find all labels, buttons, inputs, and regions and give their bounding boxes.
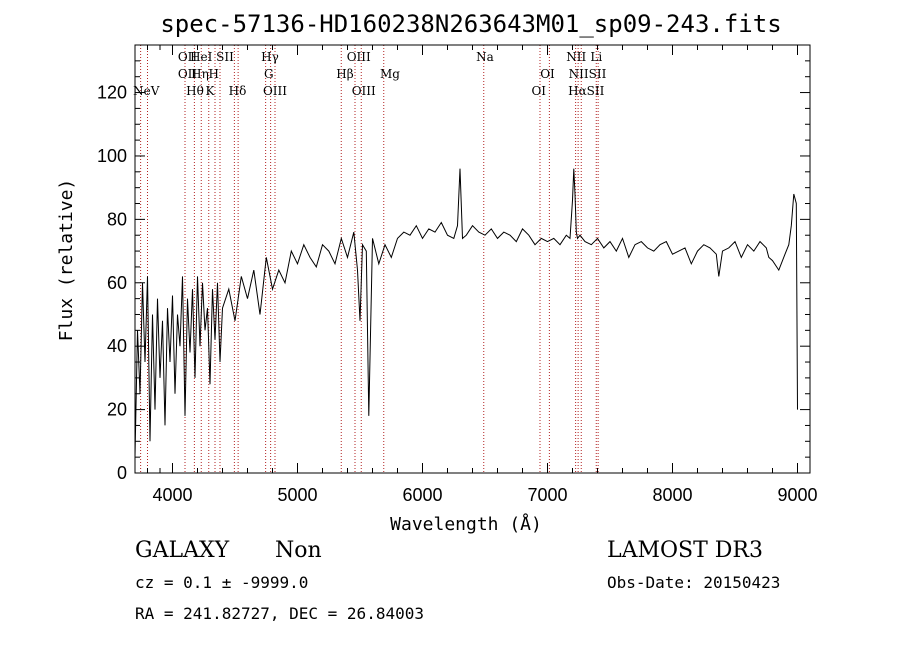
y-tick-label-0: 0	[117, 463, 127, 483]
obs-date: Obs-Date: 20150423	[607, 573, 781, 592]
x-tick-label-1: 5000	[277, 485, 317, 505]
y-tick-label-4: 80	[107, 209, 127, 229]
y-tick-label-5: 100	[97, 146, 127, 166]
chart-title: spec-57136-HD160238N263643M01_sp09-243.f…	[160, 10, 781, 38]
marker-label-12: OIII	[263, 84, 287, 98]
marker-label-2: OII	[178, 67, 198, 81]
marker-label-20: NII	[566, 50, 586, 64]
y-axis-label: Flux (relative)	[56, 179, 77, 342]
marker-label-15: OIII	[352, 84, 376, 98]
marker-label-13: OIII	[347, 50, 371, 64]
x-tick-label-3: 7000	[527, 485, 567, 505]
marker-label-0: NeV	[133, 84, 160, 98]
marker-label-4: Hη	[191, 67, 209, 81]
marker-label-3: HeI	[190, 50, 213, 64]
spectrum-line	[134, 168, 798, 458]
marker-label-11: G	[264, 67, 274, 81]
y-tick-label-2: 40	[107, 336, 127, 356]
redshift-cz: cz = 0.1 ± -9999.0	[135, 573, 309, 592]
coordinates: RA = 241.82727, DEC = 26.84003	[135, 604, 424, 623]
marker-label-18: OI	[540, 67, 555, 81]
x-axis-label: Wavelength (Å)	[390, 513, 542, 535]
y-tick-label-6: 120	[97, 83, 127, 103]
marker-labels: NeVOIIOIIHeIHηHθHKSIIHδHγGOIIIOIIIHβOIII…	[133, 50, 606, 98]
x-tick-label-4: 8000	[652, 485, 692, 505]
marker-label-19: OI	[531, 84, 546, 98]
marker-label-7: K	[206, 84, 216, 98]
marker-label-5: Hθ	[186, 84, 204, 98]
line-markers	[140, 45, 599, 473]
marker-label-22: NIISII	[569, 67, 607, 81]
marker-label-1: OII	[178, 50, 198, 64]
x-tick-label-0: 4000	[152, 485, 192, 505]
object-subclass: Non	[275, 538, 322, 563]
marker-label-23: HαSII	[568, 84, 605, 98]
marker-label-9: Hδ	[229, 84, 247, 98]
plot-frame	[134, 44, 811, 474]
marker-label-17: Na	[476, 50, 494, 64]
marker-label-10: Hγ	[261, 50, 279, 64]
object-type: GALAXY	[135, 538, 230, 563]
axis-ticks: 4000 5000 6000 7000 8000 9000 0 20 40 60 80 100 120	[97, 45, 818, 505]
y-tick-label-3: 60	[107, 273, 127, 293]
x-tick-label-2: 6000	[402, 485, 442, 505]
x-tick-label-5: 9000	[777, 485, 817, 505]
marker-label-6: H	[209, 67, 219, 81]
survey-name: LAMOST DR3	[607, 538, 763, 563]
marker-label-14: Hβ	[336, 67, 353, 81]
marker-label-21: Li	[590, 50, 602, 64]
marker-label-8: SII	[216, 50, 234, 64]
y-tick-label-1: 20	[107, 400, 127, 420]
marker-label-16: Mg	[380, 67, 400, 81]
